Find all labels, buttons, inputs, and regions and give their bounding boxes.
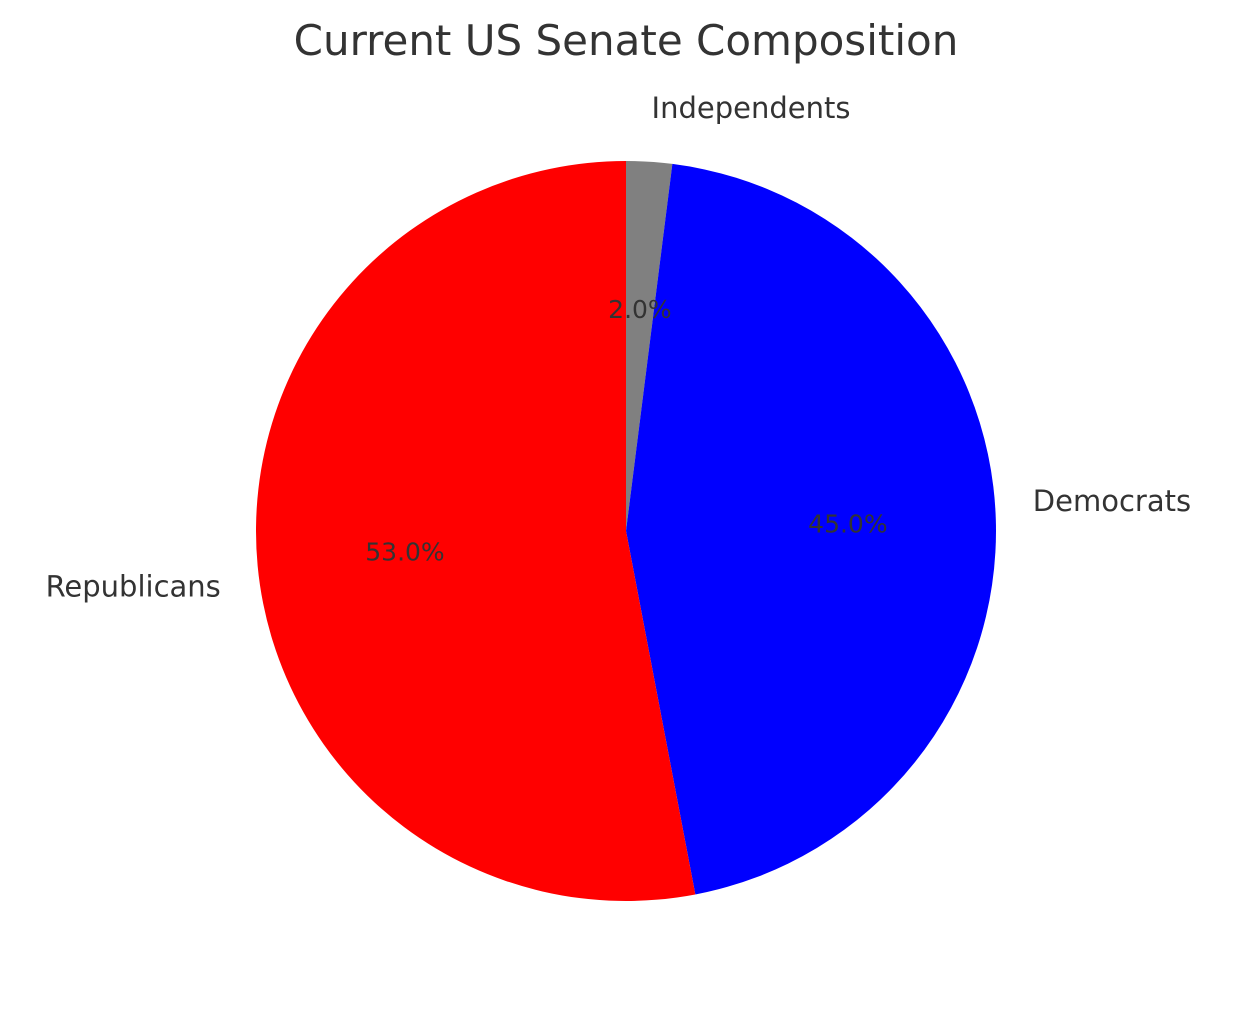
slice-label-republicans: Republicans [46, 569, 221, 603]
pct-label-independents: 2.0% [608, 295, 672, 324]
pie-slices [256, 161, 996, 901]
slice-label-independents: Independents [652, 91, 851, 125]
pie-labels: Independents 2.0% Democrats 45.0% Republican… [46, 91, 1192, 603]
slice-label-democrats: Democrats [1033, 484, 1191, 518]
pct-label-republicans: 53.0% [365, 537, 444, 566]
pie-slice-republicans [256, 161, 696, 901]
chart-title: Current US Senate Composition [294, 16, 959, 65]
pct-label-democrats: 45.0% [808, 510, 887, 539]
pie-slice-independents [626, 161, 673, 531]
pie-slice-democrats [626, 163, 996, 895]
